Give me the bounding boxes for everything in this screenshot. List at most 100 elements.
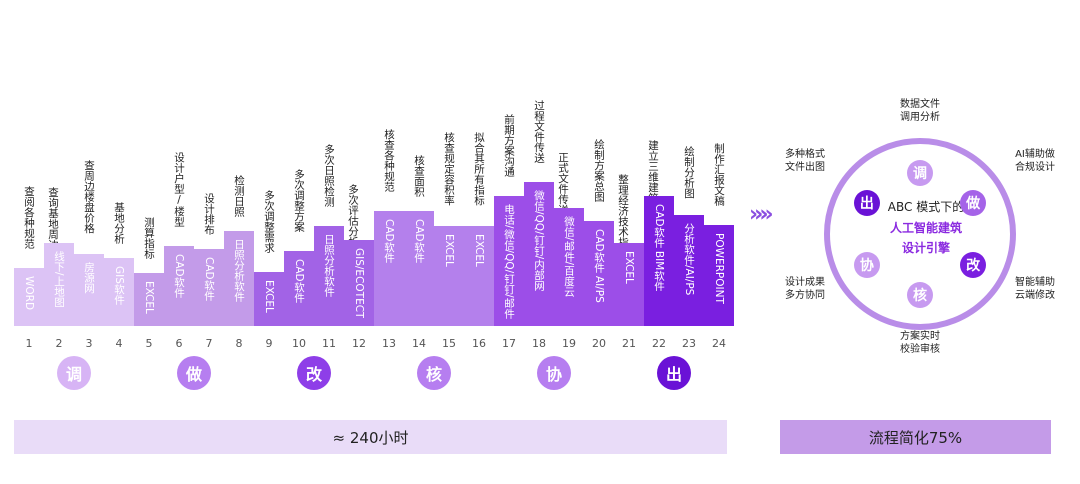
step-bar	[344, 240, 374, 326]
step-bar	[524, 182, 554, 326]
step-bar	[224, 231, 254, 326]
step-task-label: 过程文件传送	[533, 100, 545, 164]
total-time-label: ≈ 240小时	[332, 428, 409, 447]
step-column: 多次调整方案 CAD软件 10	[284, 0, 314, 484]
step-number: 24	[712, 337, 726, 350]
step-column: 查周边楼盘价格 房源网 3	[74, 0, 104, 484]
stage-badge: 核	[417, 356, 451, 390]
step-number: 23	[682, 337, 696, 350]
workflow-steps-chart: 查阅各种规范 WORD 1 查询基地周边信息 线下/上地图 2 查周边楼盘价格 房源网 3 基地分…	[14, 0, 734, 484]
step-tool-label: CAD软件	[203, 257, 215, 301]
mode-node-desc-line2: 多方协同	[785, 290, 825, 301]
step-tool-label: EXCEL	[623, 251, 635, 284]
step-tool-label: 线下/上地图	[53, 251, 65, 308]
step-number: 10	[292, 337, 306, 350]
step-number: 4	[115, 337, 123, 350]
stage-badge: 调	[57, 356, 91, 390]
step-task-label: 基地分析	[113, 201, 125, 244]
step-column: 绘制分析图 分析软件/AI/PS 23	[674, 0, 704, 484]
step-task-label: 设计户型/楼型	[173, 151, 185, 227]
step-column: 整理经济技术指标表 EXCEL 21	[614, 0, 644, 484]
step-tool-label: EXCEL	[473, 234, 485, 267]
mode-node-desc-line1: AI辅助做	[1015, 149, 1055, 160]
stage-badge: 改	[297, 356, 331, 390]
step-tool-label: CAD软件 BIM软件	[653, 204, 665, 292]
mode-center-subtitle-line1: 人工智能建筑	[889, 221, 962, 235]
step-number: 14	[412, 337, 426, 350]
stage-badge: 做	[177, 356, 211, 390]
step-task-label: 设计排布	[203, 192, 215, 235]
step-number: 16	[472, 337, 486, 350]
step-task-label: 查周边楼盘价格	[83, 159, 95, 234]
step-column: 查询基地周边信息 线下/上地图 2	[44, 0, 74, 484]
step-tool-label: EXCEL	[263, 280, 275, 313]
mode-node: 改	[960, 251, 987, 278]
step-number: 1	[25, 337, 33, 350]
step-number: 21	[622, 337, 636, 350]
step-column: 多次日照检测 日照分析软件 11	[314, 0, 344, 484]
mode-node-desc-line2: 校验审核	[900, 344, 940, 355]
step-column: 设计户型/楼型 CAD软件 6	[164, 0, 194, 484]
mode-node-desc-line1: 多种格式	[785, 149, 825, 160]
step-bar	[314, 226, 344, 326]
step-tool-label: POWERPOINT	[713, 233, 725, 304]
step-number: 20	[592, 337, 606, 350]
step-bar	[584, 221, 614, 326]
step-task-label: 检测日照	[233, 174, 245, 217]
step-tool-label: 微信/邮件/百度云	[563, 216, 575, 297]
mode-node-desc-line2: 云端修改	[1015, 290, 1055, 301]
result-bar: 流程简化75%	[780, 420, 1051, 454]
step-task-label: 测算指标	[143, 216, 155, 259]
step-column: 核查规定容积率 EXCEL 15	[434, 0, 464, 484]
step-bar	[134, 273, 164, 326]
step-tool-label: GIS/ECOTECT	[353, 248, 365, 319]
step-column: 绘制方案总图 CAD软件 AI/PS 20	[584, 0, 614, 484]
step-number: 5	[145, 337, 153, 350]
step-tool-label: 日照分析软件	[323, 234, 335, 297]
step-tool-label: GIS软件	[113, 266, 125, 305]
step-task-label: 前期方案沟通	[503, 114, 515, 178]
stage-badge: 出	[657, 356, 691, 390]
step-tool-label: EXCEL	[443, 234, 455, 267]
step-column: 核查面积 CAD软件 14	[404, 0, 434, 484]
step-number: 6	[175, 337, 183, 350]
step-tool-label: CAD软件	[173, 254, 185, 298]
step-tool-label: 电话/微信/QQ/钉钉/邮件	[503, 204, 515, 319]
step-bar	[494, 196, 524, 326]
step-bar	[254, 272, 284, 326]
mode-node-desc-line1: 智能辅助	[1015, 277, 1055, 288]
step-task-label: 多次日照检测	[323, 144, 335, 208]
step-tool-label: WORD	[23, 276, 35, 311]
step-number: 13	[382, 337, 396, 350]
step-tool-label: CAD软件	[413, 219, 425, 263]
step-number: 22	[652, 337, 666, 350]
step-number: 19	[562, 337, 576, 350]
step-bar	[434, 226, 464, 326]
mode-node-desc-line1: 方案实时	[900, 331, 940, 342]
step-task-label: 多次调整方案	[293, 169, 305, 233]
step-task-label: 查阅各种规范	[23, 186, 35, 250]
step-task-label: 核查规定容积率	[443, 131, 455, 206]
step-bar	[374, 211, 404, 326]
total-time-bar: ≈ 240小时	[14, 420, 727, 454]
step-tool-label: CAD软件 AI/PS	[593, 229, 605, 303]
step-bar	[674, 215, 704, 326]
step-number: 8	[235, 337, 243, 350]
mode-center-subtitle-line2: 设计引擎	[901, 241, 950, 255]
step-bar	[104, 258, 134, 326]
step-number: 9	[265, 337, 273, 350]
step-column: 过程文件传送 微信/QQ/钉钉/内部网 18	[524, 0, 554, 484]
step-bar	[164, 246, 194, 326]
mode-node-desc-line1: 数据文件	[900, 99, 940, 110]
mode-node: 协	[853, 251, 880, 278]
step-tool-label: EXCEL	[143, 281, 155, 314]
step-number: 12	[352, 337, 366, 350]
step-column: 正式文件传送对接 微信/邮件/百度云 19	[554, 0, 584, 484]
step-tool-label: 分析软件/AI/PS	[683, 223, 695, 296]
mode-node-desc-line2: 文件出图	[785, 162, 825, 173]
step-column: 设计排布 CAD软件 7	[194, 0, 224, 484]
step-number: 18	[532, 337, 546, 350]
step-task-label: 绘制方案总图	[593, 139, 605, 203]
step-tool-label: 日照分析软件	[233, 239, 245, 302]
